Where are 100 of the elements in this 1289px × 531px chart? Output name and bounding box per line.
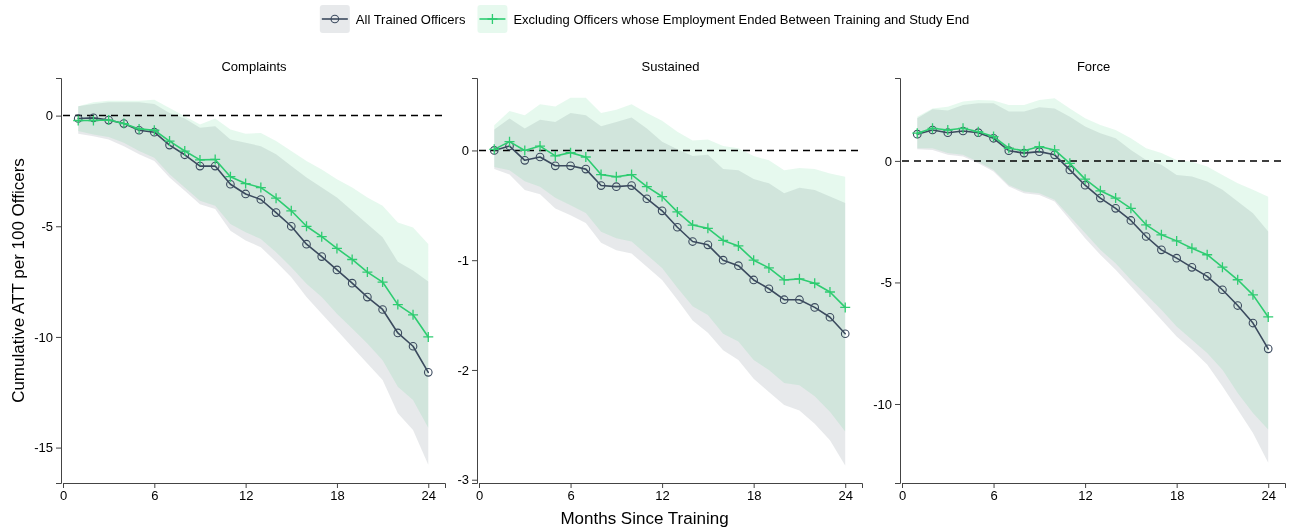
- point: [1172, 253, 1182, 263]
- point: [673, 222, 682, 232]
- point: [688, 237, 697, 246]
- point: [407, 309, 419, 321]
- point: [657, 206, 667, 216]
- point: [627, 181, 636, 190]
- y-tick-label: -3: [457, 472, 469, 488]
- point: [824, 286, 836, 298]
- point: [1155, 229, 1168, 241]
- point: [839, 301, 851, 314]
- point: [300, 220, 313, 232]
- point: [1171, 235, 1183, 247]
- y-tick-label: 0: [461, 143, 469, 159]
- x-tick-label: 24: [1261, 488, 1276, 504]
- point: [778, 274, 790, 286]
- point: [1157, 245, 1166, 255]
- point: [957, 122, 969, 134]
- point: [241, 189, 250, 199]
- point: [550, 161, 560, 171]
- point: [1263, 344, 1273, 354]
- point: [210, 161, 220, 171]
- point: [347, 278, 357, 288]
- point: [393, 328, 403, 338]
- point: [1248, 318, 1258, 328]
- y-tick-label: 0: [45, 108, 53, 124]
- point: [503, 136, 516, 148]
- point: [825, 312, 835, 322]
- x-tick-label: 12: [1078, 488, 1093, 504]
- point: [1064, 157, 1076, 169]
- x-tick-label: 12: [238, 488, 254, 504]
- point: [1262, 311, 1274, 323]
- point: [779, 295, 789, 305]
- point: [1065, 165, 1075, 175]
- point: [1186, 242, 1198, 254]
- point: [286, 221, 296, 231]
- point: [549, 150, 561, 162]
- point: [392, 298, 404, 311]
- point: [1187, 263, 1197, 272]
- point: [316, 231, 328, 243]
- x-tick-label: 18: [330, 488, 345, 504]
- point: [595, 168, 607, 181]
- point: [1079, 173, 1091, 185]
- point: [732, 240, 745, 252]
- point: [1048, 144, 1061, 156]
- x-tick-label: 24: [838, 488, 853, 504]
- point: [423, 367, 433, 377]
- point: [1080, 180, 1090, 190]
- x-tick-label: 24: [421, 488, 436, 504]
- point: [363, 292, 372, 302]
- point: [611, 182, 621, 192]
- y-tick-label: -15: [34, 440, 53, 456]
- legend-label: Excluding Officers whose Employment Ended Between Training and Study End: [513, 12, 970, 27]
- point: [163, 135, 176, 147]
- point: [958, 126, 968, 136]
- legend-label: All Trained Officers: [355, 12, 466, 27]
- point: [566, 161, 575, 171]
- point: [1034, 147, 1044, 157]
- point: [1247, 289, 1259, 301]
- point: [793, 273, 806, 285]
- x-tick-label: 0: [59, 488, 68, 504]
- point: [361, 266, 374, 278]
- point: [209, 153, 221, 166]
- point: [596, 181, 606, 190]
- point: [408, 341, 418, 351]
- chart-title: Complaints: [221, 59, 288, 74]
- point: [332, 265, 342, 275]
- point: [1033, 140, 1045, 153]
- point: [943, 128, 953, 138]
- x-axis-title: Months Since Training: [560, 509, 729, 528]
- point: [1201, 249, 1213, 261]
- point: [763, 262, 775, 274]
- point: [535, 152, 545, 162]
- point: [520, 155, 530, 165]
- point: [256, 195, 266, 204]
- y-tick-label: -10: [34, 329, 53, 345]
- x-tick-label: 18: [1169, 488, 1185, 504]
- point: [317, 252, 327, 261]
- point: [1111, 203, 1120, 213]
- point: [194, 154, 206, 166]
- point: [840, 329, 850, 339]
- point: [285, 205, 297, 217]
- point: [749, 275, 759, 285]
- point: [1050, 150, 1059, 160]
- chart-title: Force: [1076, 59, 1111, 74]
- y-tick-label: -2: [457, 362, 469, 378]
- y-tick-label: -5: [41, 218, 53, 234]
- point: [1216, 261, 1229, 273]
- chart-title: Sustained: [641, 59, 700, 74]
- x-tick-label: 6: [151, 488, 159, 504]
- point: [1109, 192, 1122, 204]
- point: [1140, 219, 1152, 231]
- point: [72, 114, 84, 127]
- point: [179, 145, 191, 157]
- point: [1126, 216, 1136, 225]
- x-tick-label: 6: [567, 488, 575, 504]
- point: [686, 219, 699, 231]
- point: [671, 206, 684, 218]
- point: [625, 168, 638, 181]
- point: [810, 303, 820, 312]
- point: [764, 284, 774, 294]
